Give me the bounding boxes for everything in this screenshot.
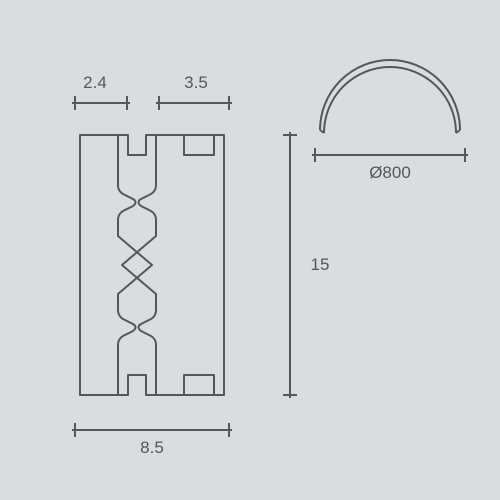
svg-text:8.5: 8.5 bbox=[140, 438, 164, 457]
arc-view bbox=[320, 60, 460, 133]
profile-slot bbox=[118, 135, 156, 395]
dim-top-left: 2.4 bbox=[72, 73, 130, 110]
dim-bottom: 8.5 bbox=[72, 423, 232, 457]
technical-drawing: 2.4 3.5 8.5 15 Ø800 bbox=[0, 0, 500, 500]
dim-height: 15 bbox=[283, 132, 329, 398]
svg-text:15: 15 bbox=[311, 255, 330, 274]
svg-text:Ø800: Ø800 bbox=[369, 163, 411, 182]
dim-top-right: 3.5 bbox=[156, 73, 232, 110]
svg-text:2.4: 2.4 bbox=[83, 73, 107, 92]
dim-arc: Ø800 bbox=[312, 148, 468, 182]
profile-right-slots bbox=[184, 135, 214, 395]
svg-text:3.5: 3.5 bbox=[184, 73, 208, 92]
